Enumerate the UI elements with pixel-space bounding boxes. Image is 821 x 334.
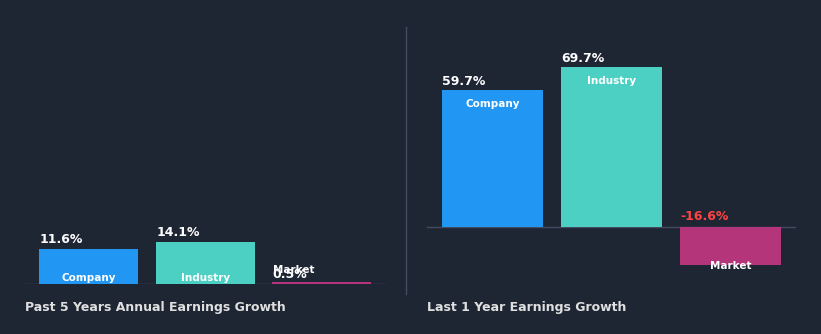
Bar (39, 249, 138, 284)
Bar (442, 90, 544, 227)
Text: 14.1%: 14.1% (156, 225, 200, 238)
Bar (561, 67, 663, 227)
Text: 69.7%: 69.7% (562, 52, 605, 65)
Text: -16.6%: -16.6% (681, 210, 729, 223)
Text: Industry: Industry (587, 76, 636, 86)
Text: 11.6%: 11.6% (39, 233, 83, 246)
Text: Market: Market (273, 265, 314, 275)
Text: Industry: Industry (181, 273, 230, 283)
Text: Past 5 Years Annual Earnings Growth: Past 5 Years Annual Earnings Growth (25, 301, 286, 314)
Text: Last 1 Year Earnings Growth: Last 1 Year Earnings Growth (427, 301, 626, 314)
Text: Company: Company (62, 273, 116, 283)
Text: Company: Company (466, 99, 520, 109)
Bar (680, 227, 782, 265)
Text: 59.7%: 59.7% (443, 74, 486, 88)
Text: Market: Market (710, 261, 751, 271)
Bar (156, 241, 255, 284)
Text: 0.5%: 0.5% (273, 268, 308, 281)
Bar (273, 282, 371, 284)
